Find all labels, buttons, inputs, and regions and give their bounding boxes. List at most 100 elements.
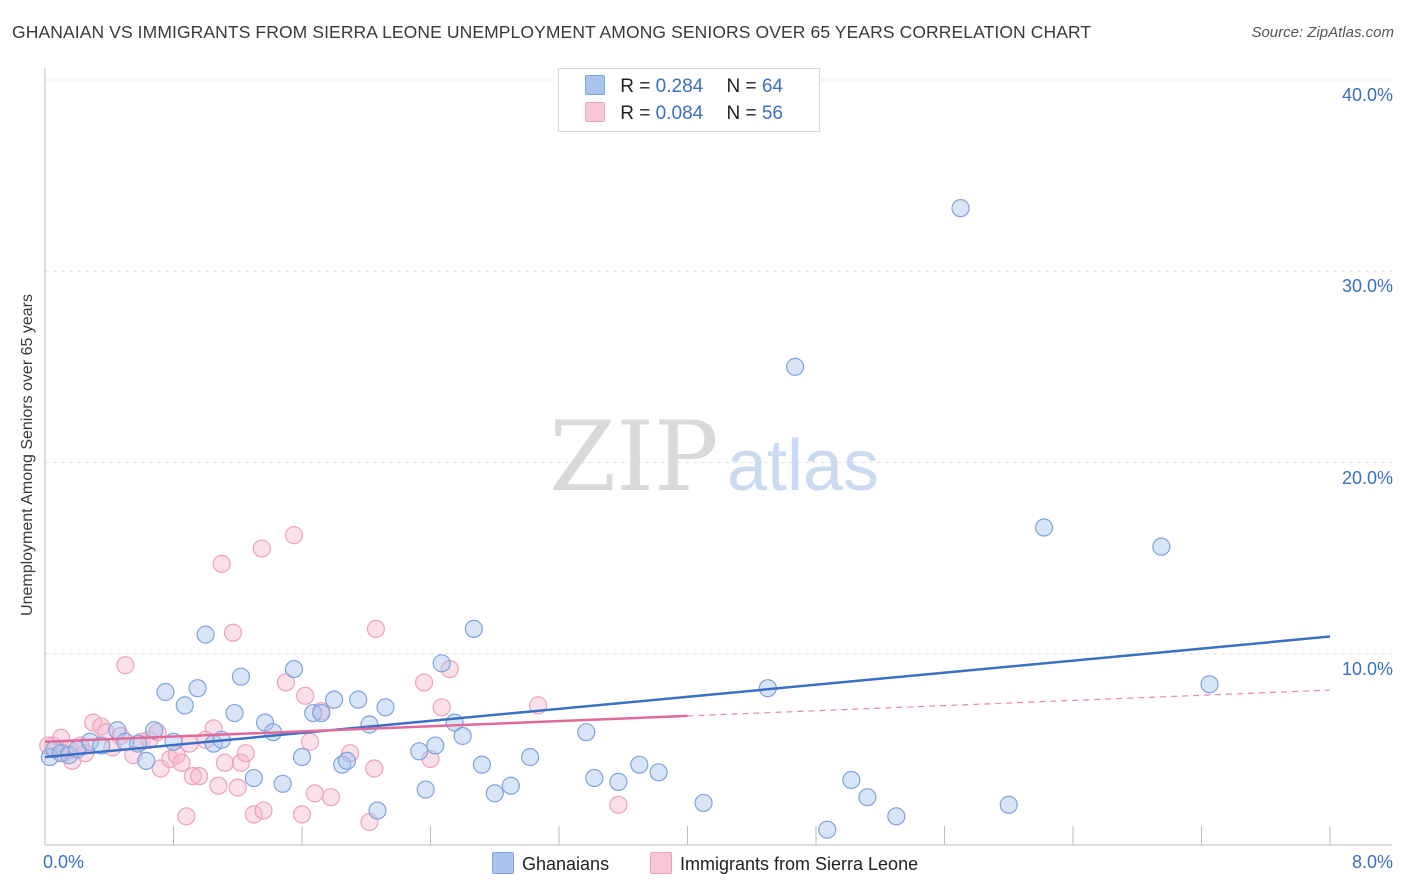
- sierra-leone-point: [305, 784, 324, 803]
- y-tick-label: 30.0%: [1341, 276, 1393, 297]
- ghanaian-point: [999, 795, 1018, 814]
- ghanaian-point: [337, 751, 357, 770]
- ghanaian-point: [887, 807, 906, 826]
- ghanaian-point: [175, 696, 194, 715]
- legend-r-label: R =: [620, 103, 656, 124]
- ghanaian-point: [284, 659, 304, 679]
- sierra-leone-point: [292, 805, 312, 824]
- bottom-legend-sierra-leone: Immigrants from Sierra Leone: [650, 852, 918, 875]
- ghanaian-point: [501, 776, 520, 795]
- bottom-legend-label: Ghanaians: [522, 854, 610, 874]
- sierra-leone-point: [183, 767, 202, 786]
- sierra-leone-point: [231, 753, 251, 772]
- legend-r-value: 0.084: [655, 103, 704, 124]
- watermark-zip: ZIP: [549, 401, 718, 513]
- ghanaian-point: [376, 698, 395, 717]
- ghanaian-point: [453, 726, 472, 746]
- gridlines: [45, 79, 1392, 655]
- ghanaian-point: [694, 793, 713, 813]
- ghanaian-point: [292, 747, 312, 767]
- blue-swatch: [492, 852, 514, 874]
- pink-swatch: [650, 852, 672, 874]
- ghanaian-point: [842, 770, 861, 790]
- sierra-leone-point: [252, 539, 271, 558]
- legend-n-label: N =: [726, 103, 762, 124]
- ghanaian-point: [585, 768, 604, 788]
- legend-row-sierra-leone: R = 0.084 N = 56: [585, 102, 783, 125]
- x-tick-label: 0.0%: [43, 852, 85, 872]
- sierra-leone-point: [151, 759, 170, 778]
- sierra-leone-point: [365, 759, 384, 778]
- legend: R = 0.284 N = 64 R = 0.084 N = 56: [558, 68, 820, 132]
- ghanaian-point: [145, 721, 164, 740]
- chart-title: GHANAIAN VS IMMIGRANTS FROM SIERRA LEONE…: [12, 22, 1092, 42]
- source-label: Source: ZipAtlas.com: [1251, 24, 1394, 41]
- sierra-leone-point: [223, 623, 243, 642]
- ghanaian-point: [630, 755, 649, 774]
- sierra-leone-point: [609, 795, 628, 814]
- sierra-leone-point: [296, 686, 315, 705]
- ghanaian-point: [520, 747, 540, 767]
- sierra-leone-points: [39, 526, 628, 832]
- sierra-leone-point: [172, 753, 191, 772]
- legend-n-value: 56: [761, 103, 783, 124]
- ghanaian-point: [786, 357, 805, 376]
- ghanaian-point: [137, 751, 156, 770]
- ghanaian-point: [188, 679, 207, 698]
- sierra-leone-point: [284, 526, 304, 545]
- ghanaian-point: [231, 667, 251, 686]
- ghanaian-point: [1152, 537, 1171, 556]
- sierra-leone-point: [209, 776, 228, 795]
- y-tick-label: 10.0%: [1341, 658, 1393, 679]
- ghanaian-point: [273, 774, 292, 793]
- ghanaian-point: [472, 755, 491, 774]
- sierra-leone-point: [116, 656, 135, 675]
- sierra-leone-point: [244, 805, 263, 824]
- sierra-leone-point: [414, 673, 434, 692]
- watermark-atlas: atlas: [727, 426, 879, 506]
- sierra-leone-point: [254, 801, 273, 820]
- ghanaian-point: [432, 654, 451, 673]
- ghanaian-point: [1034, 518, 1054, 537]
- sierra-leone-point: [366, 619, 385, 638]
- sierra-leone-trend-extension: [687, 689, 1331, 717]
- ghanaian-point: [858, 788, 877, 807]
- ghanaian-point: [426, 736, 445, 755]
- sierra-leone-point: [300, 732, 320, 751]
- watermark: ZIP atlas: [549, 401, 879, 513]
- blue-swatch: [585, 75, 605, 95]
- ghanaian-point: [196, 625, 215, 644]
- sierra-leone-point: [276, 673, 296, 692]
- legend-r-label: R =: [620, 76, 656, 97]
- y-tick-label: 20.0%: [1341, 467, 1393, 488]
- bottom-legend-ghanaians: Ghanaians: [492, 852, 609, 875]
- legend-row-ghanaians: R = 0.284 N = 64: [585, 75, 783, 98]
- sierra-leone-point: [215, 753, 234, 772]
- ghanaian-point: [92, 736, 111, 755]
- ghanaian-point: [464, 619, 483, 638]
- trend-lines: [44, 635, 1331, 759]
- ghanaian-point: [312, 703, 331, 723]
- ghanaian-point: [416, 780, 435, 799]
- sierra-leone-point: [228, 778, 247, 797]
- ghanaian-point: [577, 723, 596, 742]
- ghanaian-point: [485, 784, 504, 803]
- sierra-leone-point: [177, 807, 196, 826]
- sierra-leone-point: [96, 723, 116, 742]
- sierra-leone-trend-line: [44, 714, 688, 743]
- ghanaian-point: [156, 682, 175, 702]
- sierra-leone-point: [236, 744, 255, 763]
- sierra-leone-point: [111, 726, 130, 746]
- sierra-leone-point: [212, 554, 231, 573]
- ghanaian-point: [244, 768, 263, 788]
- ghanaian-point: [951, 199, 970, 218]
- ghanaian-point: [609, 772, 628, 791]
- ghanaian-points: [40, 199, 1219, 839]
- legend-r-value: 0.284: [655, 76, 704, 97]
- x-tick-label: 8.0%: [1351, 852, 1393, 872]
- ghanaian-point: [349, 690, 368, 709]
- legend-n-value: 64: [761, 76, 783, 97]
- ghanaian-point: [818, 820, 837, 839]
- ghanaian-trend-line: [44, 635, 1331, 759]
